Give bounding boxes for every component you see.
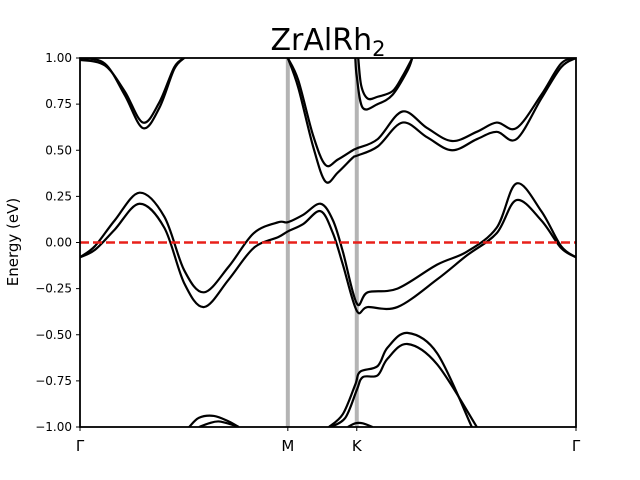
band-line-4 bbox=[286, 58, 576, 168]
y-tick-label: 0.75 bbox=[45, 97, 72, 111]
band-line-11 bbox=[198, 420, 240, 427]
x-tick-label: K bbox=[352, 437, 363, 455]
y-tick-label: 0.25 bbox=[45, 189, 72, 203]
band-line-9 bbox=[329, 342, 478, 427]
band-line-12 bbox=[347, 421, 374, 427]
x-tick-label: M bbox=[281, 437, 294, 455]
y-tick-label: −0.50 bbox=[35, 328, 72, 342]
y-tick-label: −0.75 bbox=[35, 374, 72, 388]
band-line-10 bbox=[188, 414, 240, 427]
y-tick-label: −1.00 bbox=[35, 420, 72, 434]
band-line-8 bbox=[328, 331, 473, 427]
y-tick-label: 0.50 bbox=[45, 143, 72, 157]
y-tick-label: 1.00 bbox=[45, 51, 72, 65]
y-axis-label: Energy (eV) bbox=[4, 198, 22, 286]
x-tick-label: Γ bbox=[572, 437, 581, 455]
band-line-0 bbox=[80, 58, 185, 124]
y-tick-label: −0.25 bbox=[35, 282, 72, 296]
band-line-5 bbox=[286, 58, 576, 184]
plot-area bbox=[79, 57, 577, 428]
band-line-1 bbox=[80, 58, 185, 130]
y-axis-ticks: 1.00 0.75 0.50 0.25 0.00 −0.25 −0.50 −0.75 −1.00 bbox=[35, 51, 80, 434]
band-line-2 bbox=[80, 182, 576, 307]
band-line-7 bbox=[354, 58, 414, 111]
chart-title-subscript: 2 bbox=[372, 37, 385, 61]
y-tick-label: 0.00 bbox=[45, 236, 72, 250]
x-tick-label: Γ bbox=[76, 437, 85, 455]
chart-title: ZrAlRh2 bbox=[271, 23, 386, 61]
band-line-6 bbox=[357, 58, 414, 101]
band-line-3 bbox=[80, 198, 576, 315]
